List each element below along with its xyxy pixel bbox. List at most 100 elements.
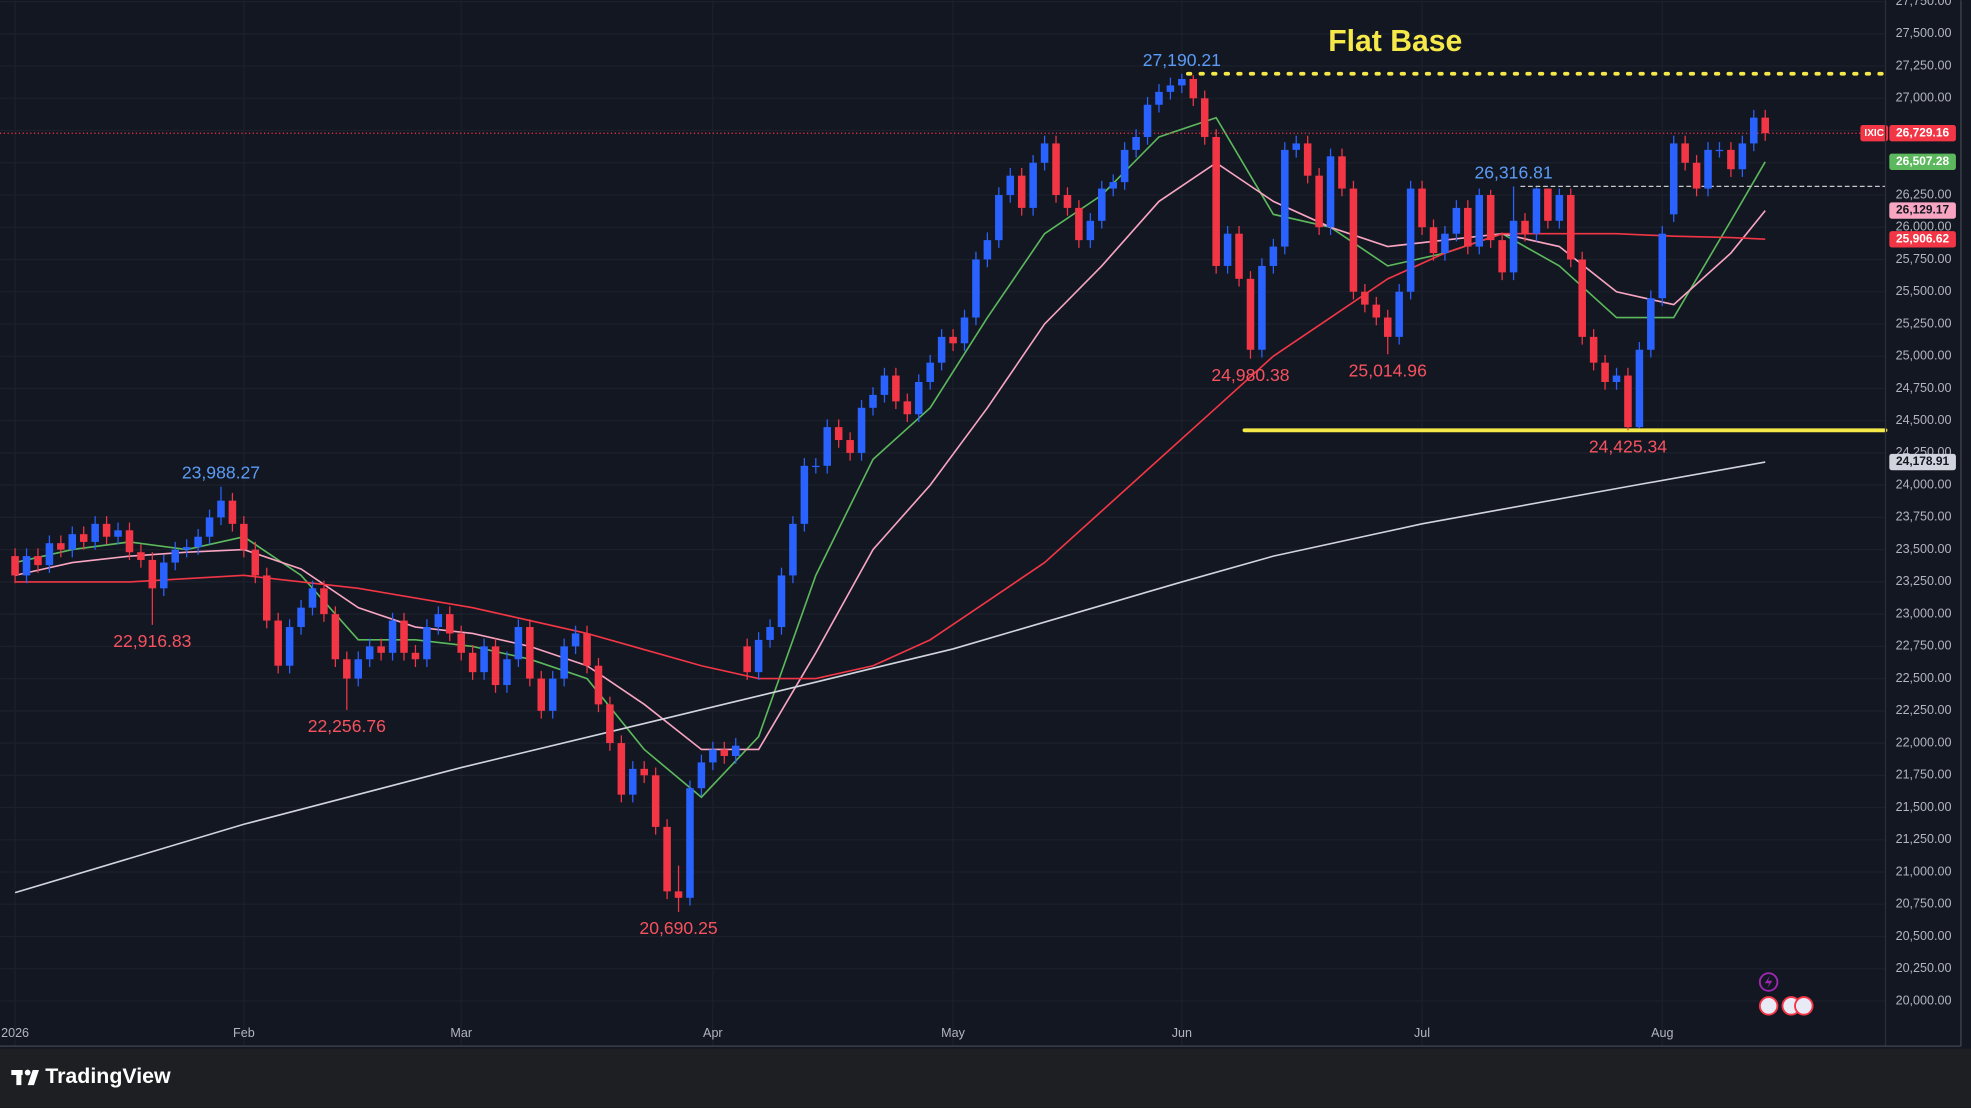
- levels: [0, 71, 1888, 433]
- candle-body: [1498, 240, 1506, 273]
- candle-body: [766, 627, 774, 640]
- x-tick-label: Jul: [1414, 1026, 1430, 1040]
- candle-body: [1349, 188, 1358, 292]
- candle-body: [480, 646, 488, 673]
- price-annotation: 27,190.21: [1143, 50, 1221, 70]
- candle-body: [194, 536, 202, 548]
- candle-body: [1338, 156, 1346, 189]
- candle-body: [1441, 233, 1449, 254]
- candle-body: [823, 427, 832, 466]
- candle-body: [1727, 149, 1735, 170]
- candle-body: [160, 562, 168, 589]
- candle-body: [1017, 175, 1026, 208]
- y-tick-label: 21,500.00: [1896, 800, 1952, 814]
- event-icon[interactable]: [1794, 996, 1814, 1016]
- candle-body: [1200, 98, 1209, 137]
- moving-average: [15, 232, 1766, 680]
- candle-body: [1509, 220, 1518, 273]
- x-tick-label: Apr: [703, 1026, 723, 1040]
- candle-body: [880, 375, 889, 395]
- price-annotation: 22,916.83: [113, 631, 191, 651]
- y-tick-label: 27,750.00: [1896, 0, 1952, 8]
- candle-body: [583, 633, 591, 666]
- candle-body: [754, 639, 763, 673]
- candle-body: [468, 652, 477, 673]
- candle-body: [1246, 278, 1255, 350]
- candle-body: [434, 614, 443, 628]
- candle-body: [903, 401, 912, 415]
- candle-body: [22, 556, 31, 576]
- brand-name: TradingView: [45, 1064, 171, 1088]
- y-tick-label: 24,000.00: [1896, 477, 1952, 491]
- candle-body: [79, 534, 88, 542]
- candle-body: [274, 620, 282, 666]
- candle-body: [377, 646, 385, 653]
- candles: [11, 73, 1769, 912]
- candle-body: [68, 534, 77, 550]
- y-tick-label: 25,000.00: [1896, 349, 1952, 363]
- price-badge: [1889, 202, 1956, 219]
- candle-body: [251, 549, 260, 576]
- candle-body: [709, 749, 717, 763]
- candle-body: [137, 552, 145, 560]
- candle-body: [228, 500, 237, 524]
- candle-body: [285, 627, 294, 666]
- logo-shape: [24, 1069, 31, 1076]
- y-tick-label: 25,500.00: [1896, 284, 1952, 298]
- candle-body: [1166, 85, 1175, 92]
- candle-body: [834, 427, 843, 441]
- candle-body: [57, 543, 65, 550]
- candle-body: [1486, 195, 1495, 241]
- candle-body: [869, 394, 877, 408]
- y-tick-label: 27,250.00: [1896, 58, 1952, 72]
- candle-body: [537, 678, 546, 711]
- event-icon[interactable]: [1758, 972, 1779, 992]
- candle-body: [937, 336, 946, 363]
- y-tick-label: 21,750.00: [1896, 768, 1952, 782]
- x-tick-label: Feb: [233, 1026, 255, 1040]
- price-badge-label: 26,129.17: [1896, 203, 1949, 217]
- candle-body: [457, 633, 465, 653]
- candle-body: [297, 607, 305, 628]
- candle-body: [1326, 156, 1335, 228]
- event-icon[interactable]: [1758, 996, 1779, 1016]
- candle-body: [1315, 175, 1323, 228]
- candle-body: [1303, 143, 1312, 176]
- price-badge: [1889, 453, 1956, 471]
- price-annotation: 23,988.27: [182, 463, 260, 483]
- y-tick-label: 26,000.00: [1896, 220, 1952, 234]
- candle-body: [800, 465, 809, 524]
- candle-body: [1681, 143, 1689, 163]
- y-tick-label: 20,500.00: [1896, 929, 1952, 943]
- candle-body: [514, 627, 523, 660]
- price-annotation: 24,425.34: [1589, 437, 1667, 457]
- candle-body: [1418, 188, 1426, 228]
- candle-body: [606, 704, 614, 744]
- candle-body: [1578, 259, 1586, 337]
- price-annotation: 24,980.38: [1211, 365, 1289, 385]
- candle-body: [949, 336, 957, 344]
- symbol-badge: [1860, 125, 1889, 142]
- y-tick-label: 24,750.00: [1896, 381, 1952, 395]
- candle-body: [1143, 104, 1152, 137]
- candle-body: [1040, 143, 1049, 163]
- candle-body: [1521, 220, 1529, 234]
- y-tick-label: 21,250.00: [1896, 832, 1952, 846]
- candle-body: [1120, 149, 1129, 183]
- candle-body: [983, 240, 992, 260]
- price-badge-label: 25,906.62: [1896, 231, 1949, 245]
- candle-body: [1395, 291, 1403, 337]
- candle-body: [148, 559, 157, 589]
- candle-body: [1406, 188, 1415, 292]
- candle-body: [1132, 136, 1140, 150]
- candle-body: [789, 523, 797, 576]
- candle-body: [1750, 117, 1758, 144]
- x-tick-label: Mar: [450, 1026, 472, 1040]
- candle-body: [205, 517, 214, 537]
- candle-body: [1704, 149, 1712, 189]
- candle-body: [1075, 207, 1083, 241]
- candle-body: [1601, 362, 1609, 382]
- y-tick-label: 27,000.00: [1896, 91, 1952, 105]
